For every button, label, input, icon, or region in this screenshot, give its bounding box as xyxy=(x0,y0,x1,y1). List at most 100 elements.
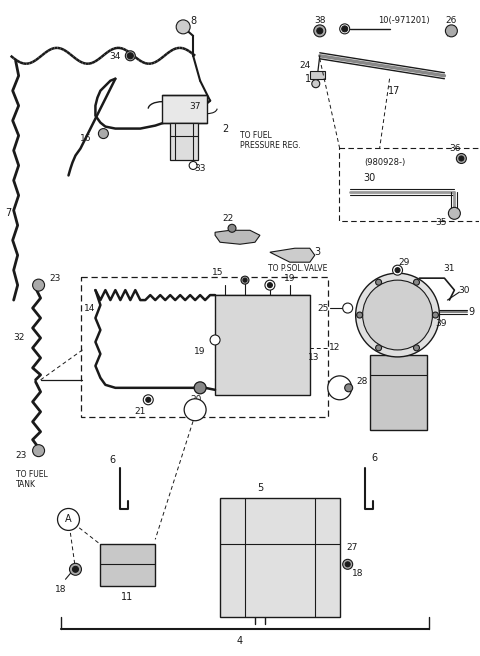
Text: 34: 34 xyxy=(109,52,121,61)
Text: A: A xyxy=(192,405,198,415)
Text: 3: 3 xyxy=(315,247,321,257)
Circle shape xyxy=(342,26,348,32)
Text: 18: 18 xyxy=(352,569,363,578)
Circle shape xyxy=(146,398,151,402)
Circle shape xyxy=(345,562,350,567)
Text: 11: 11 xyxy=(121,592,133,602)
Text: 31: 31 xyxy=(444,264,455,273)
Circle shape xyxy=(210,335,220,345)
Text: 7: 7 xyxy=(6,209,12,218)
Text: A: A xyxy=(65,514,72,524)
Text: 17: 17 xyxy=(388,86,401,96)
Text: TO FUEL
PRESSURE REG.: TO FUEL PRESSURE REG. xyxy=(240,131,300,150)
Circle shape xyxy=(241,276,249,284)
Ellipse shape xyxy=(112,546,142,564)
Text: 39: 39 xyxy=(436,319,447,327)
Circle shape xyxy=(127,52,133,59)
Text: 5: 5 xyxy=(257,483,263,493)
Text: 30: 30 xyxy=(458,285,470,295)
Circle shape xyxy=(413,279,420,285)
Circle shape xyxy=(144,395,153,405)
Text: 25: 25 xyxy=(317,304,328,312)
Text: 30: 30 xyxy=(363,173,376,184)
Text: 9: 9 xyxy=(468,307,474,317)
FancyBboxPatch shape xyxy=(82,277,328,417)
Circle shape xyxy=(413,345,420,351)
Circle shape xyxy=(357,312,363,318)
Text: (980928-): (980928-) xyxy=(365,159,406,167)
Text: TO FUEL
TANK: TO FUEL TANK xyxy=(16,470,48,489)
Circle shape xyxy=(189,161,197,169)
Circle shape xyxy=(345,384,353,392)
Bar xyxy=(100,544,155,586)
Text: 1: 1 xyxy=(305,73,311,84)
Text: 20: 20 xyxy=(191,396,202,404)
Circle shape xyxy=(343,303,353,313)
Circle shape xyxy=(33,445,45,457)
Bar xyxy=(162,94,207,123)
Circle shape xyxy=(228,224,236,232)
Circle shape xyxy=(98,129,108,138)
Circle shape xyxy=(393,265,403,275)
Text: 33: 33 xyxy=(194,164,206,173)
Polygon shape xyxy=(270,248,315,262)
Bar xyxy=(170,123,198,161)
Circle shape xyxy=(70,564,82,575)
Bar xyxy=(220,497,340,617)
Text: 29: 29 xyxy=(399,258,410,267)
Text: 8: 8 xyxy=(190,16,196,26)
Circle shape xyxy=(243,278,247,282)
Text: 23: 23 xyxy=(15,451,26,460)
Text: 36: 36 xyxy=(450,144,461,153)
Text: 13: 13 xyxy=(308,354,319,362)
Circle shape xyxy=(448,207,460,219)
Text: 19: 19 xyxy=(193,348,205,356)
Circle shape xyxy=(340,24,350,34)
Circle shape xyxy=(328,376,352,400)
Circle shape xyxy=(376,279,382,285)
Circle shape xyxy=(317,28,323,34)
Text: 19: 19 xyxy=(284,274,296,283)
Text: 21: 21 xyxy=(134,407,146,417)
Circle shape xyxy=(58,508,80,531)
Text: 15: 15 xyxy=(212,268,224,277)
Circle shape xyxy=(356,273,439,357)
Text: 6: 6 xyxy=(109,455,115,464)
Bar xyxy=(370,355,428,430)
Text: 22: 22 xyxy=(222,214,234,223)
Text: 12: 12 xyxy=(329,344,340,352)
Text: 38: 38 xyxy=(314,16,325,26)
Text: 27: 27 xyxy=(346,543,358,552)
Text: 37: 37 xyxy=(190,102,201,111)
Polygon shape xyxy=(215,230,260,244)
Circle shape xyxy=(343,560,353,569)
Circle shape xyxy=(265,280,275,290)
Circle shape xyxy=(395,268,400,273)
Text: 23: 23 xyxy=(50,274,61,283)
Circle shape xyxy=(267,283,273,287)
Circle shape xyxy=(376,345,382,351)
Circle shape xyxy=(432,312,438,318)
Text: 14: 14 xyxy=(84,304,96,312)
Circle shape xyxy=(184,399,206,420)
Text: 35: 35 xyxy=(436,218,447,227)
Circle shape xyxy=(445,25,457,37)
Circle shape xyxy=(363,280,432,350)
FancyBboxPatch shape xyxy=(339,148,480,221)
Circle shape xyxy=(456,154,467,163)
Text: 24: 24 xyxy=(299,61,311,70)
Circle shape xyxy=(33,279,45,291)
Circle shape xyxy=(194,382,206,394)
Text: 2: 2 xyxy=(222,123,228,134)
Text: 26: 26 xyxy=(446,16,457,26)
Text: 28: 28 xyxy=(356,377,367,386)
Text: 32: 32 xyxy=(13,333,24,342)
Bar xyxy=(215,295,310,395)
Circle shape xyxy=(314,25,326,37)
Circle shape xyxy=(312,80,320,88)
Text: TO P.SOL.VALVE: TO P.SOL.VALVE xyxy=(268,264,327,273)
Text: 4: 4 xyxy=(237,636,243,646)
Text: 16: 16 xyxy=(80,134,91,143)
Circle shape xyxy=(125,51,135,61)
Text: 10(-971201): 10(-971201) xyxy=(378,16,429,26)
